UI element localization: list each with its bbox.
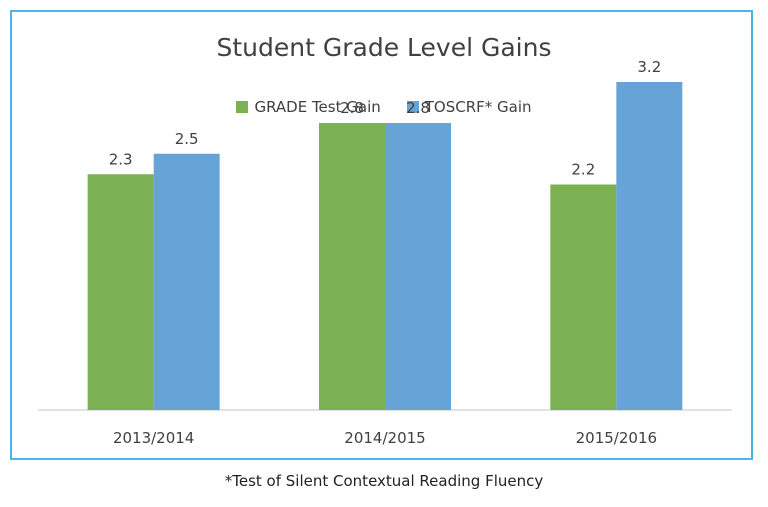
bar-grade-1 <box>319 123 385 410</box>
legend-label-grade: GRADE Test Gain <box>254 98 381 116</box>
data-label-toscrf-0: 2.5 <box>175 130 199 148</box>
legend-swatch-toscrf <box>406 101 419 113</box>
data-label-grade-2: 2.2 <box>571 161 595 179</box>
legend-swatch-grade <box>236 101 249 113</box>
bar-toscrf-0 <box>153 153 220 410</box>
bar-grade-0 <box>87 174 154 410</box>
legend-label-toscrf: TOSCRF* Gain <box>424 98 532 116</box>
legend-item-toscrf: TOSCRF* Gain <box>406 98 532 116</box>
legend-item-grade: GRADE Test Gain <box>236 98 381 116</box>
footnote: *Test of Silent Contextual Reading Fluen… <box>224 472 544 490</box>
x-tick-label-2: 2015/2016 <box>576 429 657 447</box>
bar-grade-2 <box>550 184 617 410</box>
data-label-grade-1: 2.8 <box>340 99 364 117</box>
chart-legend: GRADE Test Gain TOSCRF* Gain <box>0 98 768 116</box>
data-label-toscrf-1: 2.8 <box>406 99 430 117</box>
data-label-grade-0: 2.3 <box>109 150 133 168</box>
bar-toscrf-2 <box>616 82 683 410</box>
bar-toscrf-1 <box>385 123 451 410</box>
data-label-toscrf-2: 3.2 <box>637 58 661 76</box>
x-tick-label-1: 2014/2015 <box>344 429 425 447</box>
chart-title: Student Grade Level Gains <box>216 33 552 62</box>
x-tick-label-0: 2013/2014 <box>113 429 194 447</box>
